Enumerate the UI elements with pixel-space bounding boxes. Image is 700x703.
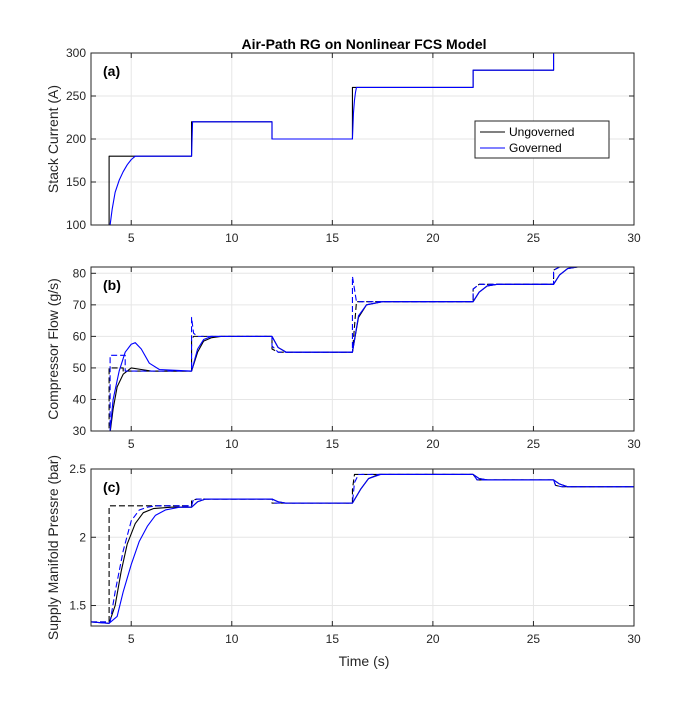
x-tick-label: 30 bbox=[627, 632, 641, 646]
y-tick-label: 30 bbox=[73, 424, 87, 438]
x-tick-label: 5 bbox=[128, 632, 135, 646]
series-line-governed-response bbox=[91, 473, 634, 624]
y-tick-label: 1.5 bbox=[69, 599, 86, 613]
y-tick-label: 70 bbox=[73, 298, 87, 312]
x-tick-label: 25 bbox=[527, 437, 541, 451]
x-tick-label: 5 bbox=[128, 231, 135, 245]
y-tick-label: 150 bbox=[66, 175, 86, 189]
series-group bbox=[91, 473, 634, 624]
legend-entry: Governed bbox=[509, 141, 562, 155]
x-tick-label: 20 bbox=[426, 231, 440, 245]
axes-box bbox=[90, 468, 635, 627]
y-tick-label: 2 bbox=[79, 530, 86, 544]
y-tick-label: 250 bbox=[66, 89, 86, 103]
figure-title: Air-Path RG on Nonlinear FCS Model bbox=[241, 36, 486, 52]
x-tick-label: 25 bbox=[527, 632, 541, 646]
legend-box bbox=[474, 120, 610, 159]
series-group bbox=[91, 53, 634, 225]
x-tick-label: 30 bbox=[627, 231, 641, 245]
x-tick-label: 10 bbox=[225, 437, 239, 451]
y-tick-label: 300 bbox=[66, 46, 86, 60]
x-tick-label: 15 bbox=[326, 231, 340, 245]
series-line-governed-response bbox=[109, 267, 634, 431]
panel-label: (a) bbox=[103, 63, 120, 79]
x-tick-label: 5 bbox=[128, 437, 135, 451]
panel-3: 5 10 15 20 25 30 1.5 2 2.5 Supply Manifold Pressr… bbox=[45, 455, 641, 646]
series-group bbox=[108, 267, 634, 431]
panel-1: 5 10 15 20 25 30 100 150 200 250 300 Stack Current … bbox=[45, 46, 641, 245]
y-axis-label: Supply Manifold Pressre (bar) bbox=[45, 455, 61, 640]
x-tick-label: 15 bbox=[326, 632, 340, 646]
panel-2: 5 10 15 20 25 30 30 40 50 60 70 80 Compressor Flow (… bbox=[45, 266, 641, 451]
x-tick-label: 20 bbox=[426, 632, 440, 646]
x-tick-label: 20 bbox=[426, 437, 440, 451]
x-axis-label: Time (s) bbox=[339, 653, 390, 669]
series-line-governed bbox=[91, 53, 634, 225]
y-tick-label: 200 bbox=[66, 132, 86, 146]
y-tick-label: 2.5 bbox=[69, 462, 86, 476]
x-tick-label: 25 bbox=[527, 231, 541, 245]
plot-area bbox=[91, 267, 634, 431]
panel-label: (c) bbox=[103, 479, 120, 495]
plot-area bbox=[91, 469, 634, 626]
y-tick-label: 100 bbox=[66, 218, 86, 232]
axes-box bbox=[90, 266, 635, 432]
y-axis-label: Compressor Flow (g/s) bbox=[45, 278, 61, 420]
x-tick-label: 15 bbox=[326, 437, 340, 451]
x-tick-label: 10 bbox=[225, 632, 239, 646]
x-tick-label: 30 bbox=[627, 437, 641, 451]
legend: Ungoverned Governed bbox=[474, 120, 610, 159]
panel-label: (b) bbox=[103, 277, 121, 293]
x-tick-label: 10 bbox=[225, 231, 239, 245]
y-tick-label: 60 bbox=[73, 329, 87, 343]
y-tick-label: 80 bbox=[73, 266, 87, 280]
y-tick-label: 40 bbox=[73, 392, 87, 406]
y-tick-label: 50 bbox=[73, 361, 87, 375]
legend-entry: Ungoverned bbox=[509, 125, 574, 139]
y-axis-label: Stack Current (A) bbox=[45, 85, 61, 193]
